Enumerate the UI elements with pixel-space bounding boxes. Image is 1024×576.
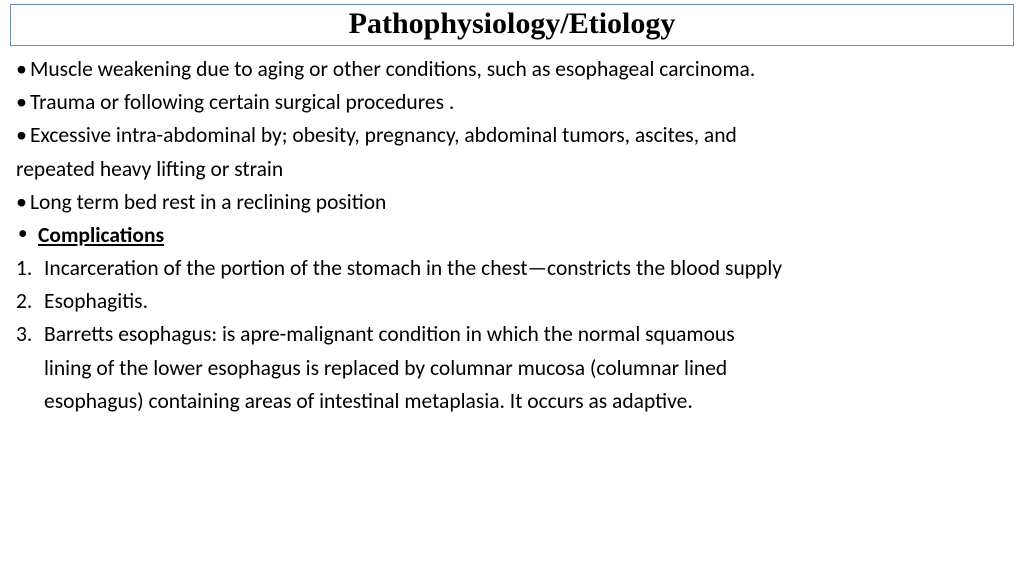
numbered-text: Barretts esophagus: is apre-malignant co… [44,319,1008,350]
bullet-text: Muscle weakening due to aging or other c… [30,54,1008,85]
complications-label: Complications [38,220,1008,251]
numbered-item: 3. Barretts esophagus: is apre-malignant… [16,319,1008,350]
list-number: 3. [16,319,44,350]
bullet-item: • Muscle weakening due to aging or other… [16,54,1008,85]
slide: Pathophysiology/Etiology • Muscle weaken… [0,0,1024,576]
bullet-item: • Long term bed rest in a reclining posi… [16,187,1008,218]
complications-heading: • Complications [16,220,1008,251]
bullet-text: Trauma or following certain surgical pro… [30,87,1008,118]
bullet-item: • Excessive intra-abdominal by; obesity,… [16,120,1008,151]
bullet-disc-icon: • [16,220,38,249]
bullet-text: Excessive intra-abdominal by; obesity, p… [30,120,1008,151]
bullet-dot-icon: • [16,87,30,118]
numbered-text: Incarceration of the portion of the stom… [44,253,1008,284]
list-number: 2. [16,286,44,317]
content-area: • Muscle weakening due to aging or other… [10,54,1014,417]
slide-title: Pathophysiology/Etiology [11,7,1013,41]
bullet-item: • Trauma or following certain surgical p… [16,87,1008,118]
numbered-continuation: lining of the lower esophagus is replace… [16,353,1008,384]
numbered-continuation: esophagus) containing areas of intestina… [16,386,1008,417]
numbered-text: Esophagitis. [44,286,1008,317]
list-number: 1. [16,253,44,284]
numbered-item: 1. Incarceration of the portion of the s… [16,253,1008,284]
title-container: Pathophysiology/Etiology [10,4,1014,46]
bullet-continuation: repeated heavy lifting or strain [16,154,1008,185]
bullet-dot-icon: • [16,187,30,218]
bullet-dot-icon: • [16,120,30,151]
bullet-dot-icon: • [16,54,30,85]
bullet-text: Long term bed rest in a reclining positi… [30,187,1008,218]
numbered-item: 2. Esophagitis. [16,286,1008,317]
